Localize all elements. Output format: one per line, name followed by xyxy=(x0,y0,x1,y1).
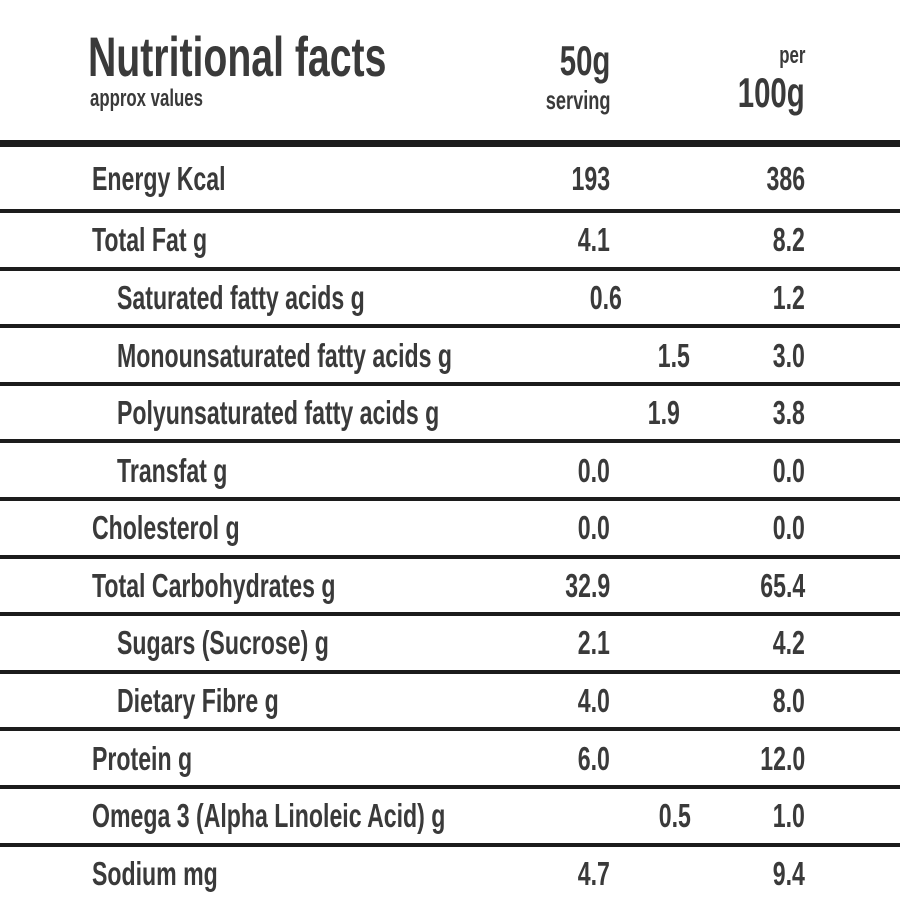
per-serving-value: 32.9 xyxy=(565,566,610,604)
table-row: Sugars (Sucrose) g 2.1 4.2 xyxy=(0,616,900,674)
per-serving-value: 0.6 xyxy=(589,279,622,316)
page-title: Nutritional facts xyxy=(88,25,514,88)
column-header-serving: 50g serving xyxy=(518,37,610,115)
per-serving-value: 0.0 xyxy=(577,509,610,547)
per-serving-value: 0.5 xyxy=(658,797,691,835)
table-row: Omega 3 (Alpha Linoleic Acid) g 0.5 1.0 xyxy=(0,789,900,847)
per-100g-value: 12.0 xyxy=(760,739,805,777)
per-serving-value: 2.1 xyxy=(577,624,610,662)
nutrient-label: Sugars (Sucrose) g xyxy=(117,624,329,662)
table-row: Monounsaturated fatty acids g 1.5 3.0 xyxy=(0,328,900,386)
per-100g-value: 3.8 xyxy=(772,394,805,432)
per-serving-value: 1.5 xyxy=(657,336,690,374)
nutrient-label: Dietary Fibre g xyxy=(117,682,279,720)
subtitle-text: approx values xyxy=(90,85,203,112)
per-prefix: per xyxy=(778,42,805,69)
nutrient-label: Total Carbohydrates g xyxy=(92,566,336,604)
label-header: Nutritional facts approx values 50g serv… xyxy=(0,0,900,140)
per-100g-value: 0.0 xyxy=(772,451,805,489)
nutrient-label: Monounsaturated fatty acids g xyxy=(117,336,452,374)
per-100g-value: 65.4 xyxy=(760,566,805,604)
nutrition-table: Energy Kcal 193 386 Total Fat g 4.1 8.2 Satura… xyxy=(0,147,900,900)
per-100g-value: 1.2 xyxy=(772,279,805,316)
nutrient-label: Total Fat g xyxy=(92,221,208,259)
per-100g-value: 4.2 xyxy=(772,624,805,662)
nutrient-label: Transfat g xyxy=(117,451,228,489)
table-row: Total Fat g 4.1 8.2 xyxy=(0,213,900,271)
per-100g-value: 3.0 xyxy=(772,336,805,374)
serving-label: serving xyxy=(545,85,610,115)
subtitle: approx values xyxy=(90,85,251,112)
per-100g-value: 386 xyxy=(766,159,805,197)
per-serving-value: 4.7 xyxy=(577,854,610,892)
table-row: Polyunsaturated fatty acids g 1.9 3.8 xyxy=(0,386,900,444)
per-100g-value: 9.4 xyxy=(772,854,805,892)
nutrient-label: Polyunsaturated fatty acids g xyxy=(117,394,440,432)
table-row: Cholesterol g 0.0 0.0 xyxy=(0,501,900,559)
per-serving-value: 1.9 xyxy=(647,394,680,432)
per-serving-value: 4.0 xyxy=(577,682,610,720)
column-header-per-100g: per 100g xyxy=(709,44,805,114)
per-100g-value: 8.2 xyxy=(772,221,805,259)
table-row: Total Carbohydrates g 32.9 65.4 xyxy=(0,559,900,617)
per-100g-value: 0.0 xyxy=(772,509,805,547)
per-serving-value: 4.1 xyxy=(577,221,610,259)
table-row: Dietary Fibre g 4.0 8.0 xyxy=(0,674,900,732)
per-100g-amount: 100g xyxy=(737,69,805,116)
table-row: Protein g 6.0 12.0 xyxy=(0,731,900,789)
table-row: Saturated fatty acids g 0.6 1.2 xyxy=(0,271,900,329)
table-row: Energy Kcal 193 386 xyxy=(0,147,900,214)
serving-amount: 50g xyxy=(559,37,610,84)
table-row: Transfat g 0.0 0.0 xyxy=(0,443,900,502)
nutrient-label: Energy Kcal xyxy=(92,159,226,197)
per-serving-value: 6.0 xyxy=(577,739,610,777)
nutrient-label: Protein g xyxy=(92,739,193,777)
per-serving-value: 0.0 xyxy=(577,451,610,489)
table-row: Sodium mg 4.7 9.4 xyxy=(0,847,900,900)
page-title-text: Nutritional facts xyxy=(88,25,387,88)
nutrient-label: Sodium mg xyxy=(92,854,218,892)
per-100g-value: 8.0 xyxy=(772,682,805,720)
header-divider-rule xyxy=(0,140,900,147)
per-serving-value: 193 xyxy=(571,159,610,197)
nutrient-label: Omega 3 (Alpha Linoleic Acid) g xyxy=(92,797,446,835)
per-100g-value: 1.0 xyxy=(772,797,805,835)
nutrient-label: Saturated fatty acids g xyxy=(117,279,365,316)
nutrient-label: Cholesterol g xyxy=(92,509,240,547)
